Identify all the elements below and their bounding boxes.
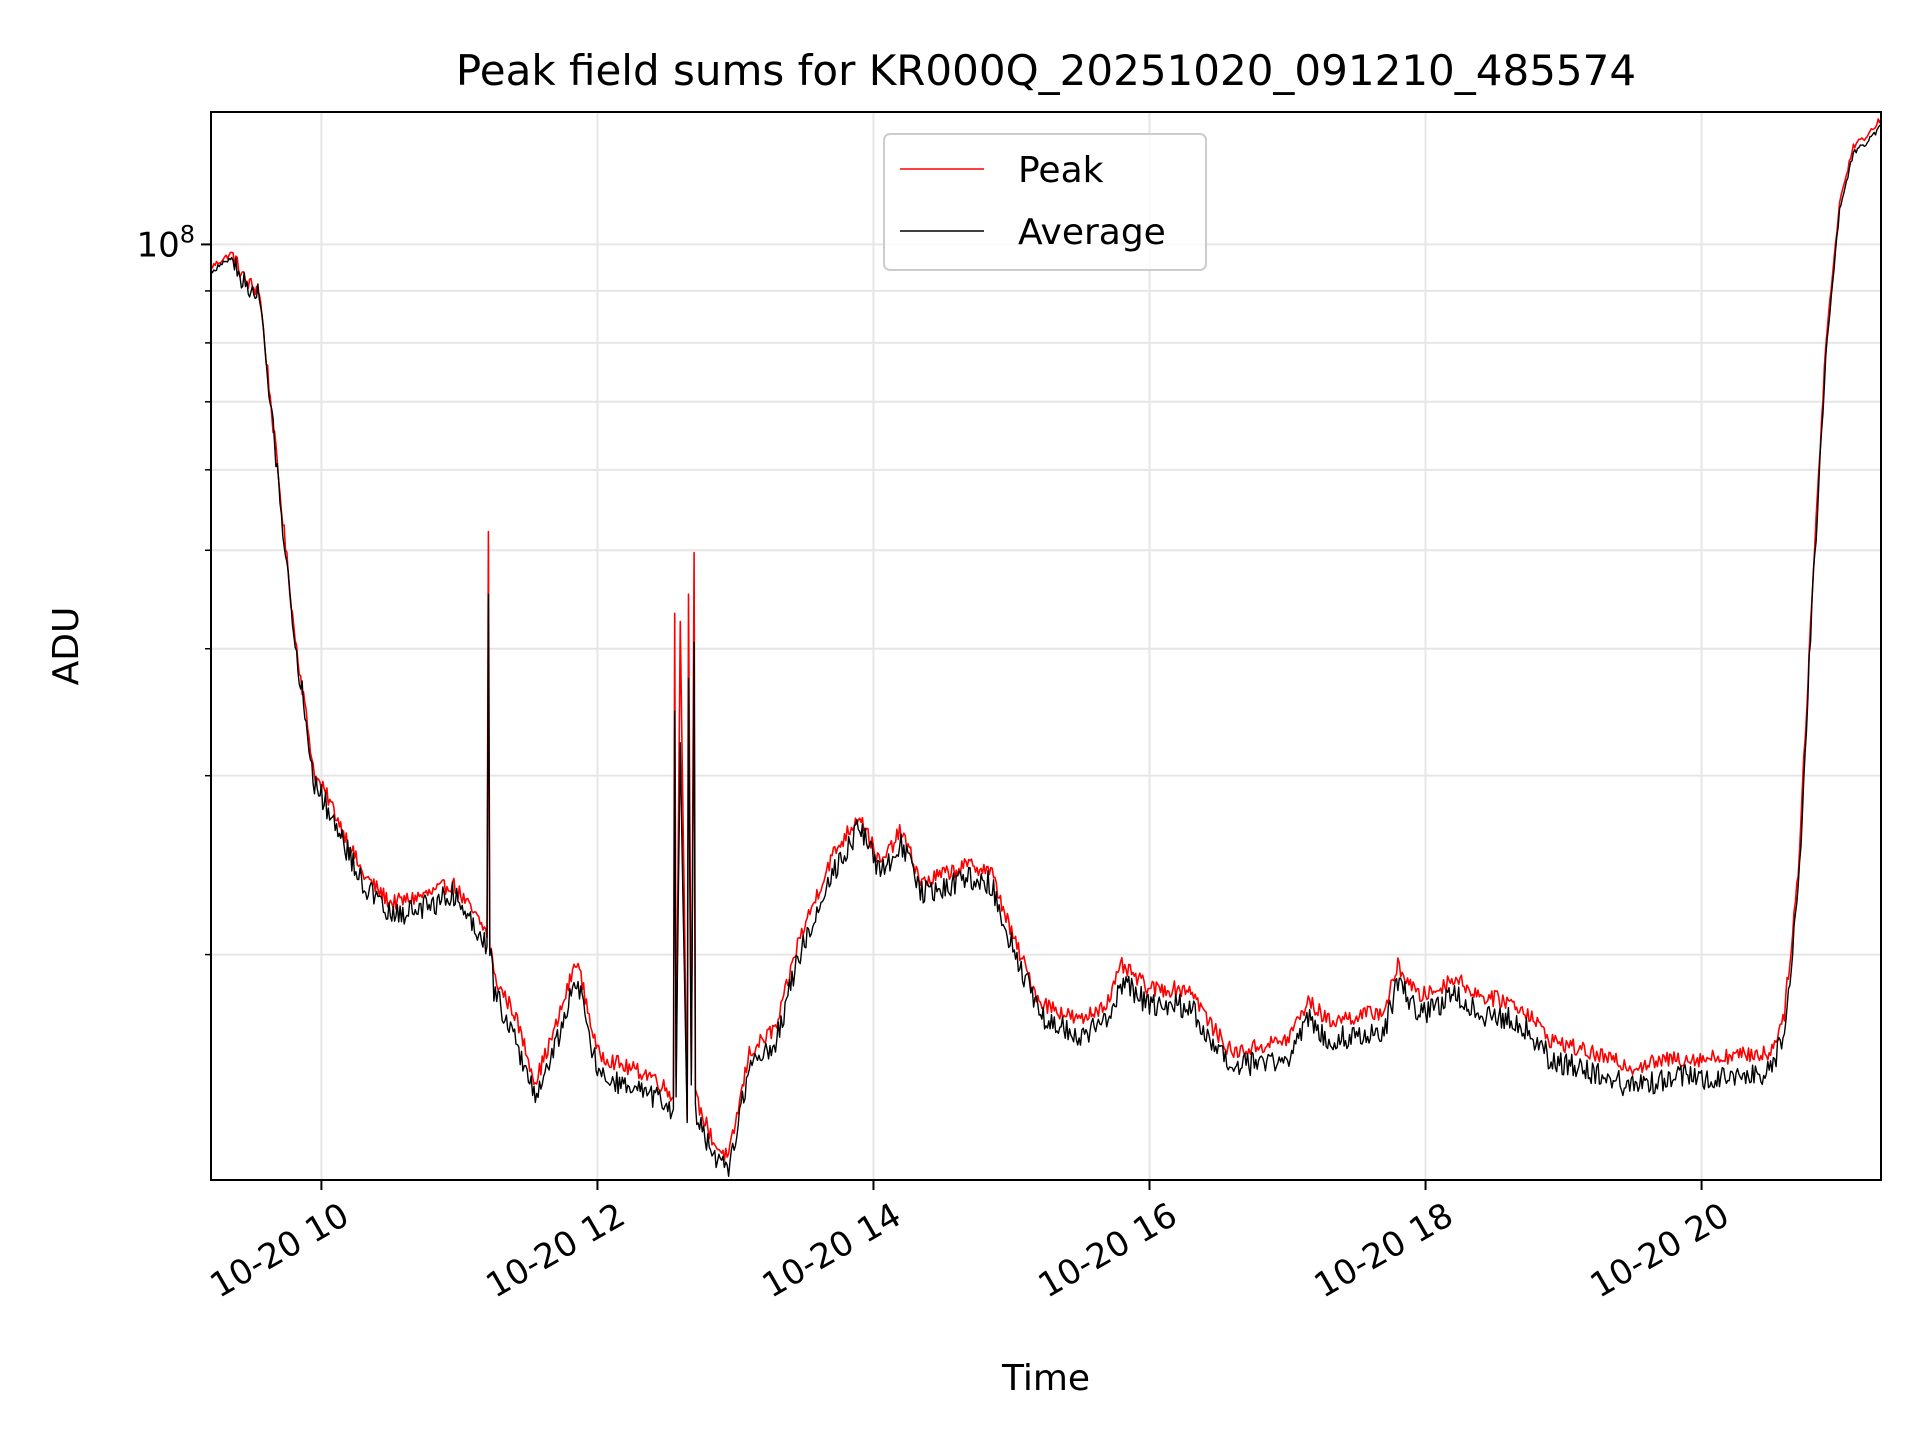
series-line-average — [211, 124, 1881, 1178]
chart-title: Peak field sums for KR000Q_20251020_0912… — [456, 46, 1636, 95]
legend-box — [883, 133, 1207, 271]
legend: Peak Average — [883, 133, 1207, 271]
plot-frame — [210, 111, 1882, 1181]
y-tick-label-exponent: 8 — [180, 220, 195, 248]
y-tick-label: 108 — [136, 220, 195, 265]
series-lines — [211, 118, 1881, 1178]
y-axis-label: ADU — [46, 607, 87, 686]
y-tick-label-base: 10 — [136, 225, 179, 265]
x-axis-label: Time — [1001, 1358, 1090, 1399]
legend-label-average: Average — [1018, 212, 1166, 253]
legend-label-peak: Peak — [1018, 150, 1104, 191]
